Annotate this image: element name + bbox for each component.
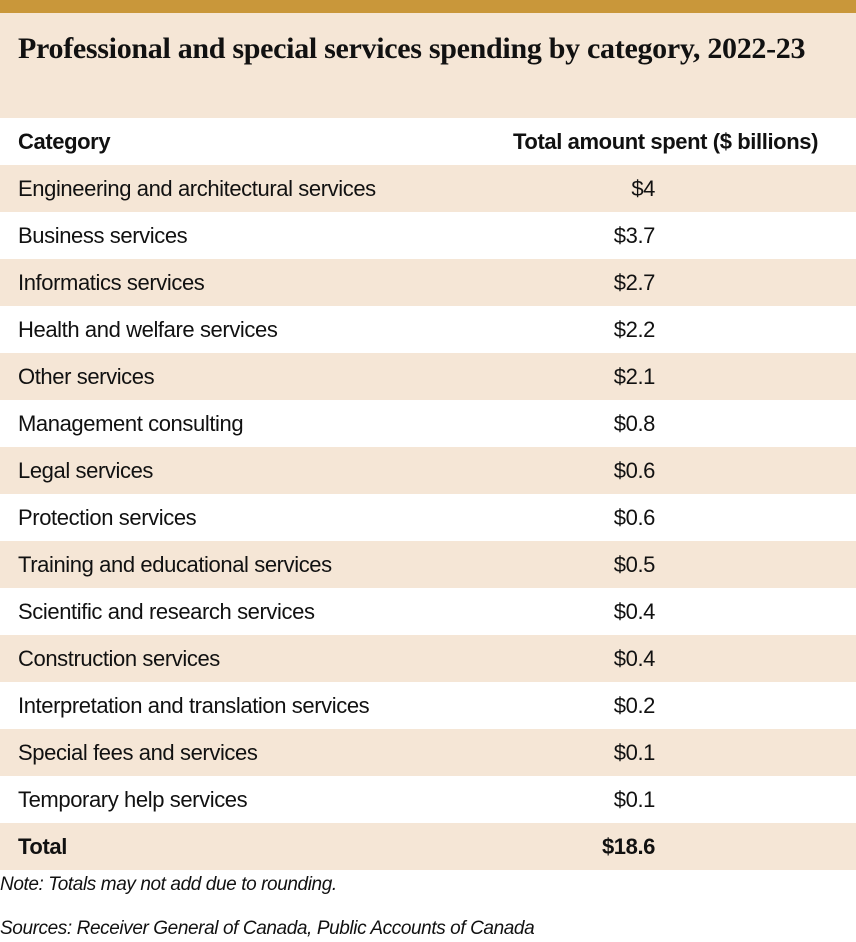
table-header: Category Total amount spent ($ billions) <box>0 118 856 165</box>
table-row: Management consulting $0.8 <box>0 400 856 447</box>
page-title: Professional and special services spendi… <box>18 32 806 65</box>
table-row: Protection services $0.6 <box>0 494 856 541</box>
amount-cell: $0.6 <box>613 458 656 483</box>
table-row: Legal services $0.6 <box>0 447 856 494</box>
table-row: Training and educational services $0.5 <box>0 541 856 588</box>
amount-cell: $3.7 <box>613 223 656 248</box>
sources: Sources: Receiver General of Canada, Pub… <box>0 918 535 939</box>
total-value: $18.6 <box>601 834 655 859</box>
table-row: Special fees and services $0.1 <box>0 729 856 776</box>
note: Note: Totals may not add due to rounding… <box>0 874 337 895</box>
amount-cell: $0.1 <box>613 787 656 812</box>
category-cell: Legal services <box>18 458 154 483</box>
amount-cell: $0.4 <box>613 646 656 671</box>
table-row: Interpretation and translation services $… <box>0 682 856 729</box>
category-cell: Temporary help services <box>18 787 248 812</box>
amount-cell: $2.1 <box>613 364 656 389</box>
category-cell: Business services <box>18 223 188 248</box>
header-amount: Total amount spent ($ billions) <box>513 129 818 154</box>
table-row: Scientific and research services $0.4 <box>0 588 856 635</box>
total-label: Total <box>18 834 67 859</box>
category-cell: Health and welfare services <box>18 317 278 342</box>
amount-cell: $2.2 <box>613 317 656 342</box>
table-row: Engineering and architectural services $4 <box>0 165 856 212</box>
total-row: Total $18.6 <box>0 823 856 870</box>
category-cell: Management consulting <box>18 411 244 436</box>
category-cell: Construction services <box>18 646 220 671</box>
category-cell: Scientific and research services <box>18 599 315 624</box>
table-row: Informatics services $2.7 <box>0 259 856 306</box>
amount-cell: $0.1 <box>613 740 656 765</box>
category-cell: Interpretation and translation services <box>18 693 370 718</box>
header-category: Category <box>18 129 111 154</box>
table-row: Business services $3.7 <box>0 212 856 259</box>
category-cell: Informatics services <box>18 270 205 295</box>
amount-cell: $0.5 <box>613 552 656 577</box>
category-cell: Training and educational services <box>18 552 332 577</box>
table-row: Temporary help services $0.1 <box>0 776 856 823</box>
amount-cell: $2.7 <box>613 270 656 295</box>
category-cell: Special fees and services <box>18 740 258 765</box>
table-row: Health and welfare services $2.2 <box>0 306 856 353</box>
amount-cell: $0.8 <box>613 411 656 436</box>
accent-bar <box>0 0 856 13</box>
table-row: Construction services $0.4 <box>0 635 856 682</box>
table-row: Other services $2.1 <box>0 353 856 400</box>
amount-cell: $0.4 <box>613 599 656 624</box>
amount-cell: $4 <box>631 176 655 201</box>
amount-cell: $0.6 <box>613 505 656 530</box>
title-banner: Professional and special services spendi… <box>0 13 856 118</box>
category-cell: Other services <box>18 364 155 389</box>
category-cell: Engineering and architectural services <box>18 176 376 201</box>
amount-cell: $0.2 <box>613 693 656 718</box>
category-cell: Protection services <box>18 505 197 530</box>
